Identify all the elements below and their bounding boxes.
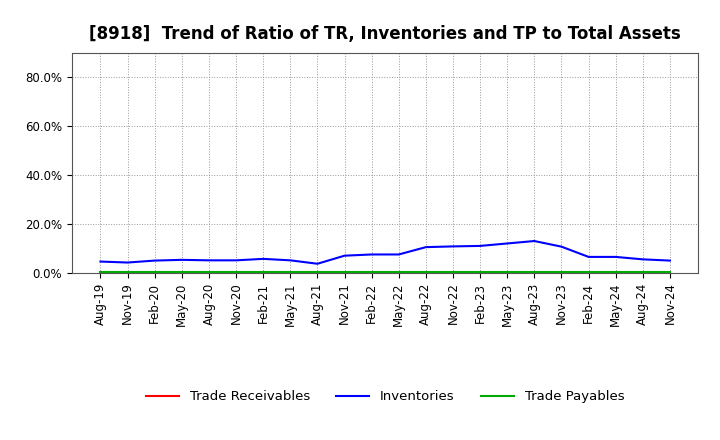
- Inventories: [286, 258, 294, 263]
- Inventories: [123, 260, 132, 265]
- Trade Payables: [395, 270, 403, 275]
- Inventories: [449, 244, 457, 249]
- Trade Receivables: [286, 270, 294, 275]
- Title: [8918]  Trend of Ratio of TR, Inventories and TP to Total Assets: [8918] Trend of Ratio of TR, Inventories…: [89, 25, 681, 43]
- Inventories: [639, 257, 647, 262]
- Trade Receivables: [96, 269, 105, 275]
- Trade Payables: [232, 270, 240, 275]
- Trade Payables: [530, 270, 539, 275]
- Trade Payables: [584, 270, 593, 275]
- Trade Payables: [421, 270, 430, 275]
- Trade Payables: [178, 270, 186, 275]
- Trade Receivables: [449, 270, 457, 275]
- Trade Receivables: [611, 270, 620, 275]
- Trade Receivables: [259, 270, 268, 275]
- Trade Payables: [259, 270, 268, 275]
- Trade Receivables: [639, 270, 647, 275]
- Inventories: [476, 243, 485, 249]
- Line: Inventories: Inventories: [101, 241, 670, 264]
- Inventories: [611, 254, 620, 260]
- Trade Receivables: [204, 270, 213, 275]
- Trade Payables: [123, 270, 132, 275]
- Trade Payables: [150, 270, 159, 275]
- Inventories: [96, 259, 105, 264]
- Trade Receivables: [530, 270, 539, 275]
- Trade Receivables: [313, 270, 322, 275]
- Trade Payables: [639, 270, 647, 275]
- Inventories: [313, 261, 322, 266]
- Inventories: [204, 258, 213, 263]
- Trade Receivables: [665, 270, 674, 275]
- Inventories: [232, 258, 240, 263]
- Trade Payables: [557, 270, 566, 275]
- Trade Receivables: [341, 270, 349, 275]
- Trade Payables: [665, 270, 674, 275]
- Trade Receivables: [584, 270, 593, 275]
- Trade Payables: [367, 270, 376, 275]
- Trade Receivables: [367, 270, 376, 275]
- Trade Payables: [341, 270, 349, 275]
- Trade Receivables: [503, 270, 511, 275]
- Inventories: [421, 245, 430, 250]
- Trade Receivables: [395, 270, 403, 275]
- Inventories: [367, 252, 376, 257]
- Trade Receivables: [150, 270, 159, 275]
- Trade Receivables: [178, 270, 186, 275]
- Trade Receivables: [476, 270, 485, 275]
- Trade Payables: [286, 270, 294, 275]
- Inventories: [584, 254, 593, 260]
- Trade Payables: [449, 270, 457, 275]
- Inventories: [259, 256, 268, 261]
- Trade Receivables: [557, 270, 566, 275]
- Trade Payables: [313, 270, 322, 275]
- Trade Receivables: [421, 270, 430, 275]
- Inventories: [178, 257, 186, 263]
- Inventories: [395, 252, 403, 257]
- Trade Payables: [611, 270, 620, 275]
- Trade Receivables: [232, 270, 240, 275]
- Inventories: [557, 244, 566, 249]
- Trade Payables: [503, 270, 511, 275]
- Inventories: [530, 238, 539, 244]
- Inventories: [503, 241, 511, 246]
- Legend: Trade Receivables, Inventories, Trade Payables: Trade Receivables, Inventories, Trade Pa…: [141, 385, 629, 409]
- Inventories: [341, 253, 349, 258]
- Inventories: [150, 258, 159, 263]
- Trade Payables: [476, 270, 485, 275]
- Inventories: [665, 258, 674, 263]
- Trade Receivables: [123, 270, 132, 275]
- Trade Payables: [96, 270, 105, 275]
- Trade Payables: [204, 270, 213, 275]
